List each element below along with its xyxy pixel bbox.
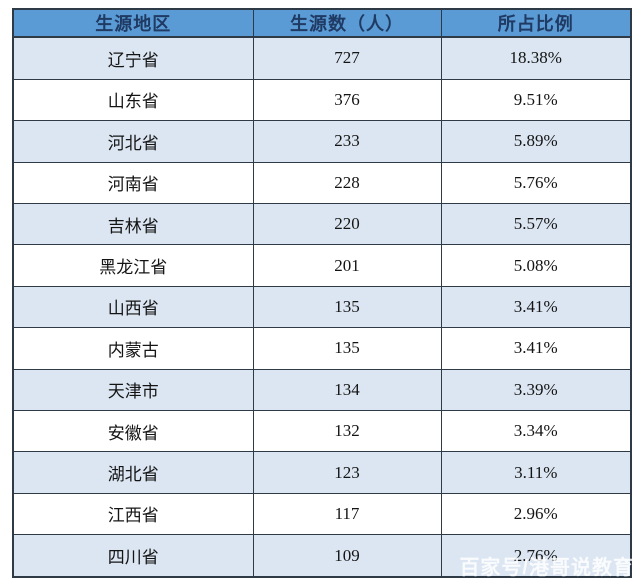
table-header-row: 生源地区 生源数（人） 所占比例 [12, 8, 632, 38]
region-cell: 湖北省 [12, 451, 254, 494]
count-cell: 727 [252, 36, 442, 80]
percent-cell: 3.39% [440, 368, 632, 411]
percent-cell: 9.51% [440, 78, 632, 122]
percent-cell: 18.38% [440, 36, 632, 80]
table-row: 安徽省 132 3.34% [12, 409, 632, 453]
percent-cell: 5.76% [440, 161, 632, 204]
table-row: 江西省 117 2.96% [12, 492, 632, 536]
table-row: 河北省 233 5.89% [12, 120, 632, 163]
region-cell: 吉林省 [12, 202, 254, 246]
table-row: 河南省 228 5.76% [12, 161, 632, 204]
region-cell: 江西省 [12, 492, 254, 536]
header-region: 生源地区 [12, 8, 254, 38]
count-cell: 228 [252, 161, 442, 204]
table-row: 天津市 134 3.39% [12, 368, 632, 411]
table-row: 山东省 376 9.51% [12, 78, 632, 122]
count-cell: 201 [252, 244, 442, 287]
count-cell: 134 [252, 368, 442, 411]
region-cell: 黑龙江省 [12, 244, 254, 287]
region-cell: 天津市 [12, 368, 254, 411]
count-cell: 135 [252, 327, 442, 370]
count-cell: 233 [252, 120, 442, 163]
percent-cell: 5.08% [440, 244, 632, 287]
region-cell: 安徽省 [12, 409, 254, 453]
percent-cell: 2.76% [440, 534, 632, 578]
student-source-table: 生源地区 生源数（人） 所占比例 辽宁省 727 18.38% 山东省 376 … [12, 8, 632, 578]
count-cell: 117 [252, 492, 442, 536]
table-row: 山西省 135 3.41% [12, 285, 632, 329]
table-row: 四川省 109 2.76% [12, 534, 632, 578]
region-cell: 内蒙古 [12, 327, 254, 370]
table-row: 内蒙古 135 3.41% [12, 327, 632, 370]
region-cell: 河北省 [12, 120, 254, 163]
count-cell: 132 [252, 409, 442, 453]
count-cell: 220 [252, 202, 442, 246]
table-row: 湖北省 123 3.11% [12, 451, 632, 494]
table-row: 辽宁省 727 18.38% [12, 36, 632, 80]
region-cell: 四川省 [12, 534, 254, 578]
table-row: 黑龙江省 201 5.08% [12, 244, 632, 287]
table-row: 吉林省 220 5.57% [12, 202, 632, 246]
percent-cell: 3.34% [440, 409, 632, 453]
percent-cell: 3.11% [440, 451, 632, 494]
count-cell: 376 [252, 78, 442, 122]
count-cell: 109 [252, 534, 442, 578]
percent-cell: 2.96% [440, 492, 632, 536]
count-cell: 135 [252, 285, 442, 329]
region-cell: 河南省 [12, 161, 254, 204]
region-cell: 辽宁省 [12, 36, 254, 80]
region-cell: 山西省 [12, 285, 254, 329]
header-count: 生源数（人） [252, 8, 442, 38]
header-percent: 所占比例 [440, 8, 632, 38]
count-cell: 123 [252, 451, 442, 494]
region-cell: 山东省 [12, 78, 254, 122]
percent-cell: 3.41% [440, 327, 632, 370]
percent-cell: 5.57% [440, 202, 632, 246]
percent-cell: 5.89% [440, 120, 632, 163]
percent-cell: 3.41% [440, 285, 632, 329]
